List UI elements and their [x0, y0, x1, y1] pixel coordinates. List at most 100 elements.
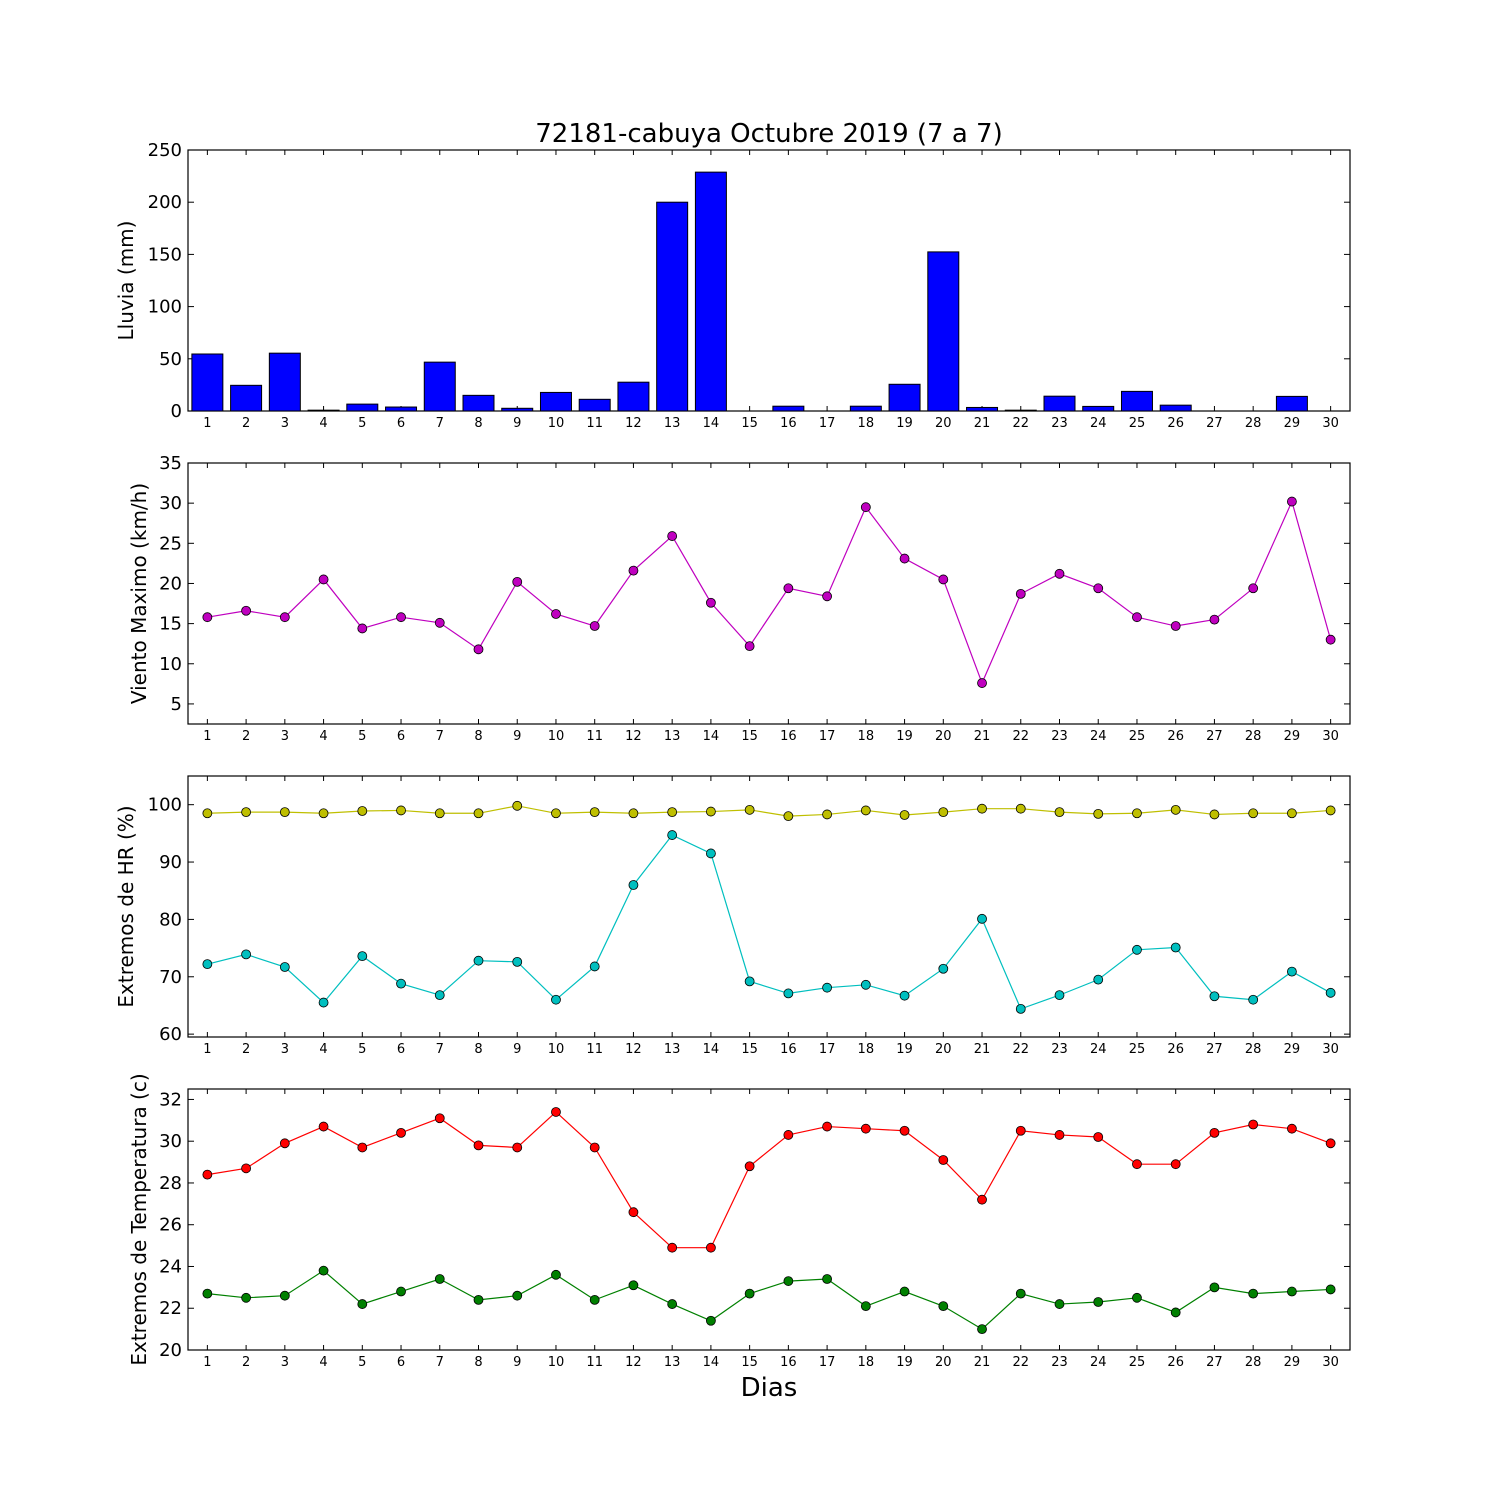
series-1-point-day-4 [318, 574, 329, 585]
series-line-1 [207, 1111, 1331, 1249]
y-tick-label: 70 [159, 967, 182, 988]
series-line-1 [207, 499, 1332, 685]
x-tick-label: 24 [1090, 1042, 1107, 1057]
x-tick-label: 28 [1245, 416, 1262, 431]
series-2-point-day-27 [1209, 1282, 1220, 1293]
series-1-point-day-8 [473, 808, 484, 819]
series-2-point-day-1 [202, 1288, 213, 1299]
x-tick-label: 29 [1284, 1355, 1301, 1370]
y-tick-label: 0 [171, 401, 182, 422]
series-2-point-day-8 [473, 955, 484, 966]
x-tick-label: 13 [664, 1355, 681, 1370]
x-tick-label: 28 [1245, 729, 1262, 744]
series-1-point-day-19 [899, 1125, 910, 1136]
x-tick-label: 12 [625, 1042, 642, 1057]
series-1-point-day-13 [667, 531, 678, 541]
series-2-point-day-3 [279, 1290, 290, 1301]
series-2-point-day-3 [279, 962, 290, 972]
x-tick-label: 15 [741, 1042, 758, 1057]
series-2-point-day-2 [241, 1292, 252, 1303]
series-2-point-day-29 [1287, 966, 1297, 977]
series-1-point-day-28 [1248, 808, 1259, 819]
series-1-point-day-7 [434, 1113, 445, 1124]
series-line-2 [207, 834, 1331, 1010]
series-1-point-day-21 [977, 803, 987, 814]
bar-day-13 [656, 201, 689, 412]
series-2-point-day-26 [1170, 1307, 1181, 1318]
x-tick-label: 6 [397, 1042, 405, 1057]
x-tick-label: 5 [358, 416, 366, 431]
bar-day-24 [1082, 405, 1115, 412]
series-2-point-day-7 [434, 990, 445, 1001]
x-tick-label: 10 [548, 416, 565, 431]
x-tick-label: 23 [1051, 416, 1068, 431]
bar-day-8 [462, 394, 495, 412]
series-1-point-day-11 [589, 1142, 600, 1153]
y-tick-label: 32 [159, 1089, 182, 1110]
y-tick-label: 60 [159, 1024, 182, 1045]
series-1-point-day-19 [899, 810, 910, 820]
series-1-point-day-29 [1287, 496, 1297, 507]
series-2-point-day-13 [667, 830, 678, 840]
series-1-point-day-4 [318, 1121, 329, 1132]
y-tick-label: 50 [159, 349, 182, 370]
series-1-point-day-29 [1287, 808, 1297, 819]
x-tick-label: 24 [1090, 1355, 1107, 1370]
chart-title: 72181-cabuya Octubre 2019 (7 a 7) [535, 119, 1002, 149]
series-1-point-day-25 [1132, 808, 1142, 819]
series-1-point-day-14 [706, 806, 716, 817]
x-tick-label: 17 [819, 1042, 836, 1057]
series-2-point-day-13 [667, 1299, 678, 1309]
x-tick-label: 27 [1206, 1355, 1223, 1370]
series-1-point-day-27 [1209, 1127, 1220, 1138]
x-tick-label: 28 [1245, 1355, 1262, 1370]
series-1-point-day-10 [551, 808, 561, 819]
series-1-point-day-18 [860, 502, 871, 513]
series-2-point-day-30 [1325, 1284, 1336, 1295]
series-2-point-day-15 [744, 976, 755, 987]
x-tick-label: 17 [819, 416, 836, 431]
series-2-point-day-20 [938, 1301, 949, 1312]
x-tick-label: 25 [1129, 1355, 1146, 1370]
series-1-point-day-29 [1287, 1123, 1297, 1134]
series-1-point-day-8 [473, 1140, 484, 1151]
x-tick-label: 2 [242, 416, 250, 431]
series-2-point-day-21 [977, 913, 987, 924]
y-tick-label: 22 [159, 1298, 182, 1319]
x-tick-label: 28 [1245, 1042, 1262, 1057]
series-1-point-day-19 [899, 553, 910, 564]
x-tick-label: 24 [1090, 416, 1107, 431]
series-2-point-day-12 [628, 880, 639, 890]
plot-frame [187, 149, 1351, 412]
x-tick-label: 11 [586, 416, 603, 431]
x-tick-label: 15 [741, 729, 758, 744]
series-1-point-day-25 [1132, 1159, 1142, 1170]
x-tick-label: 13 [664, 416, 681, 431]
x-tick-label: 26 [1167, 1355, 1184, 1370]
series-1-point-day-3 [279, 807, 290, 818]
series-1-point-day-16 [783, 1130, 794, 1140]
x-tick-label: 10 [548, 1042, 565, 1057]
y-tick-label: 90 [159, 852, 182, 873]
y-tick-label: 250 [148, 140, 182, 161]
y-tick-label: 25 [159, 533, 182, 554]
y-tick-label: 30 [159, 493, 182, 514]
bar-day-3 [268, 352, 301, 412]
bar-day-6 [385, 406, 418, 412]
series-1-point-day-7 [434, 808, 445, 819]
x-tick-label: 14 [703, 729, 720, 744]
series-1-point-day-20 [938, 1155, 949, 1165]
x-axis-label: Dias [741, 1373, 798, 1403]
x-tick-label: 6 [397, 1355, 405, 1370]
series-1-point-day-22 [1015, 1125, 1026, 1136]
series-2-point-day-27 [1209, 991, 1220, 1002]
series-1-point-day-17 [822, 1121, 832, 1132]
x-tick-label: 25 [1129, 729, 1146, 744]
bar-day-26 [1159, 404, 1192, 412]
series-1-point-day-15 [744, 804, 755, 815]
series-1-point-day-1 [202, 1169, 213, 1180]
x-tick-label: 27 [1206, 729, 1223, 744]
bar-day-14 [694, 171, 727, 412]
y-axis-label: Lluvia (mm) [114, 221, 138, 341]
